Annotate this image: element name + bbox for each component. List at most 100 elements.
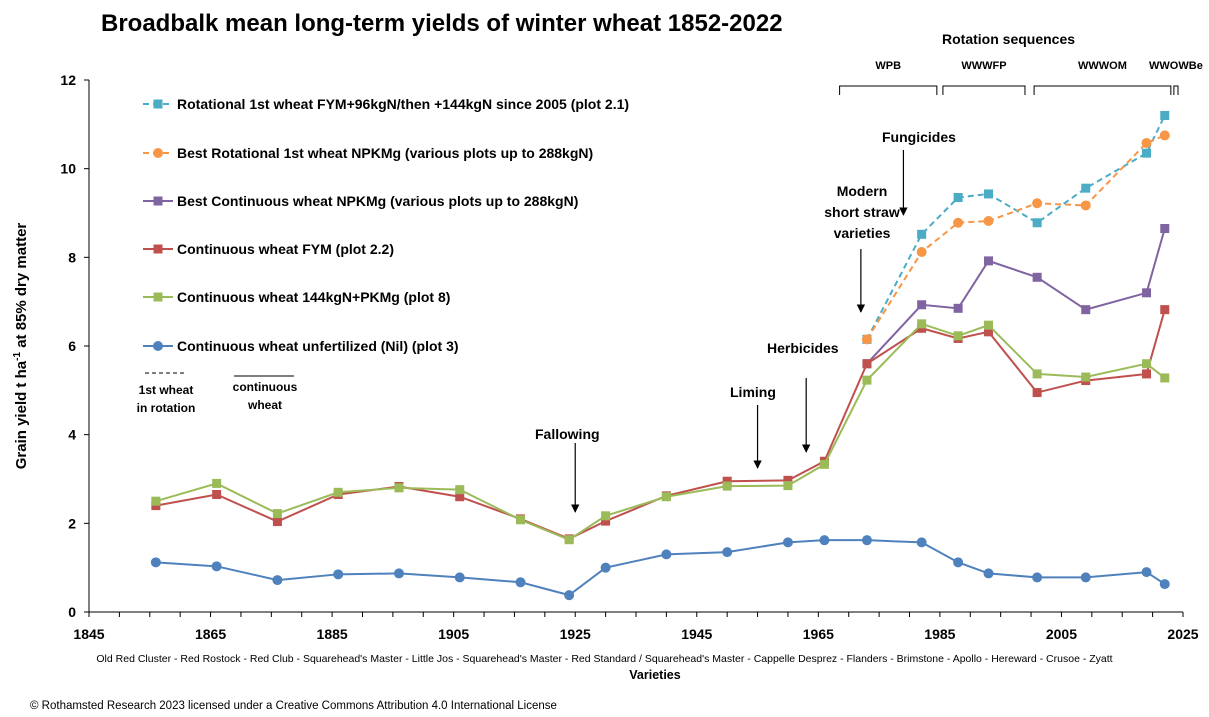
- data-point: [1080, 572, 1091, 583]
- annotation-fungicides: Fungicides: [882, 129, 956, 145]
- data-point: [272, 509, 282, 519]
- annotation-herbicides: Herbicides: [767, 340, 839, 356]
- data-point: [564, 590, 575, 601]
- data-point: [150, 557, 161, 568]
- legend-swatch-marker-1: [153, 148, 163, 158]
- data-point: [1141, 567, 1152, 578]
- data-point: [1142, 288, 1152, 298]
- data-point: [600, 562, 611, 573]
- legend-label-rotational-fym: Rotational 1st wheat FYM+96kgN/then +144…: [177, 96, 630, 112]
- data-point: [722, 547, 733, 558]
- data-point: [984, 256, 994, 266]
- data-point: [1081, 372, 1091, 382]
- chart-title: Broadbalk mean long-term yields of winte…: [101, 10, 783, 37]
- data-point: [917, 229, 927, 239]
- dashed-line-key-label: 1st wheat in rotation: [122, 381, 210, 417]
- data-point: [272, 575, 283, 586]
- data-point: [783, 481, 793, 491]
- y-tick-label: 6: [68, 338, 76, 354]
- data-point: [953, 192, 963, 202]
- data-point: [455, 492, 465, 502]
- series-line-1: [866, 134, 1166, 340]
- data-point: [1142, 148, 1152, 158]
- annotation-modern-line1: Modern: [836, 183, 888, 199]
- annotation-fallowing: Fallowing: [535, 426, 600, 442]
- data-point: [601, 511, 611, 521]
- data-point: [984, 189, 994, 199]
- solid-line-key-label: continuous wheat: [226, 378, 304, 414]
- annotation-modern-line2: short straw: [824, 204, 900, 220]
- data-point: [861, 334, 872, 345]
- data-point: [393, 568, 404, 579]
- data-point: [564, 535, 574, 545]
- x-tick-label: 1925: [560, 626, 591, 642]
- legend-swatch-marker-2: [153, 196, 163, 206]
- annotation-modern-varieties: Modern short straw varieties: [812, 181, 912, 244]
- data-point: [1032, 572, 1043, 583]
- x-tick-label: 1885: [317, 626, 348, 642]
- data-point: [212, 490, 222, 500]
- data-point: [953, 217, 964, 228]
- data-point: [1160, 110, 1170, 120]
- data-point: [661, 549, 672, 560]
- y-tick-label: 10: [60, 161, 76, 177]
- data-point: [1141, 137, 1152, 148]
- legend-label-continuous-nil: Continuous wheat unfertilized (Nil) (plo…: [177, 338, 459, 354]
- solid-key-line2: wheat: [247, 398, 282, 412]
- rotation-sequences-title: Rotation sequences: [942, 31, 1076, 47]
- rotation-label-0: WPB: [875, 60, 901, 72]
- x-tick-label: 1905: [438, 626, 469, 642]
- data-point: [819, 459, 829, 469]
- data-point: [1160, 224, 1170, 234]
- annotation-modern-line3: varieties: [833, 225, 891, 241]
- data-point: [272, 517, 282, 527]
- data-point: [983, 568, 994, 579]
- data-point: [983, 215, 994, 226]
- data-point: [783, 475, 793, 485]
- data-point: [1032, 272, 1042, 282]
- data-point: [1081, 183, 1091, 193]
- data-point: [916, 537, 927, 548]
- data-point: [455, 485, 465, 495]
- data-point: [782, 537, 793, 548]
- data-point: [1160, 305, 1170, 315]
- data-point: [984, 327, 994, 337]
- data-point: [862, 375, 872, 385]
- data-point: [916, 247, 927, 258]
- y-tick-label: 2: [68, 515, 76, 531]
- data-point: [953, 303, 963, 313]
- legend-swatch-marker-4: [153, 292, 163, 302]
- annotation-liming: Liming: [730, 384, 776, 400]
- data-point: [722, 481, 732, 491]
- x-tick-label: 1845: [73, 626, 104, 642]
- dashed-key-line2: in rotation: [136, 401, 196, 415]
- data-point: [1032, 218, 1042, 228]
- y-tick-label: 8: [68, 249, 76, 265]
- solid-key-line1: continuous: [232, 380, 298, 394]
- y-tick-label: 0: [68, 604, 76, 620]
- data-point: [1080, 200, 1091, 211]
- data-point: [212, 478, 222, 488]
- data-point: [722, 476, 732, 486]
- series-line-5: [155, 539, 1166, 597]
- legend-label-continuous-144kgn: Continuous wheat 144kgN+PKMg (plot 8): [177, 289, 451, 305]
- data-point: [394, 483, 404, 493]
- data-point: [1159, 579, 1170, 590]
- rotation-label-1: WWWFP: [961, 60, 1006, 72]
- data-point: [953, 557, 964, 568]
- x-tick-label: 1965: [803, 626, 834, 642]
- rotation-bracket-3: [1173, 85, 1179, 95]
- data-point: [516, 515, 526, 525]
- data-point: [211, 561, 222, 572]
- legend-label-best-continuous: Best Continuous wheat NPKMg (various plo…: [177, 193, 579, 209]
- data-point: [515, 577, 526, 588]
- rotation-bracket-0: [839, 85, 938, 95]
- y-tick-label: 12: [60, 72, 76, 88]
- varieties-list: Old Red Cluster - Red Rostock - Red Club…: [96, 653, 1113, 665]
- dashed-key-line1: 1st wheat: [138, 383, 194, 397]
- data-point: [917, 319, 927, 329]
- x-tick-label: 1985: [924, 626, 955, 642]
- rotation-bracket-2: [1033, 85, 1172, 95]
- data-point: [333, 487, 343, 497]
